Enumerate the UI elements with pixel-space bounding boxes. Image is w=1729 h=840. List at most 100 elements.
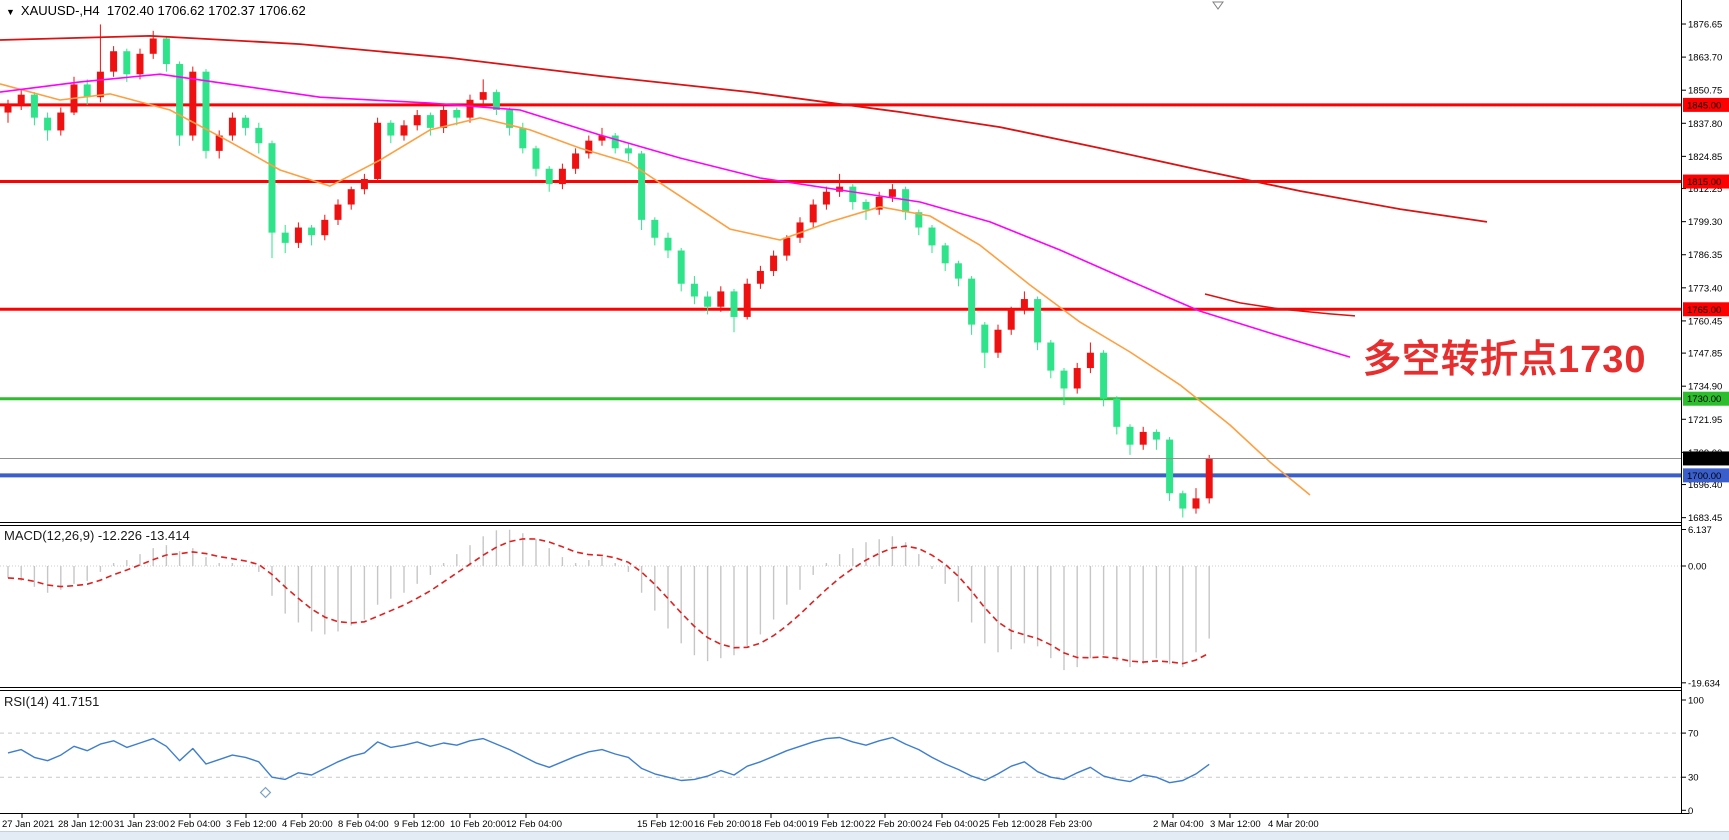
candle-body <box>492 92 500 110</box>
chart-shift-marker-icon[interactable] <box>1212 1 1224 10</box>
candle-body <box>677 250 685 284</box>
price-axis-label: 1683.45 <box>1688 513 1722 524</box>
scroll-marker-icon <box>259 786 272 799</box>
candle-body <box>440 109 448 128</box>
candle-body <box>664 237 672 251</box>
candle-body <box>334 204 342 220</box>
candle-body <box>242 117 250 128</box>
time-axis-label: 3 Feb 12:00 <box>226 819 277 830</box>
level-1700.00-badge-label: 1700.00 <box>1687 471 1721 482</box>
window-bottom-strip <box>0 831 1729 840</box>
candle-body <box>1179 493 1187 509</box>
time-axis-label: 16 Feb 20:00 <box>694 819 750 830</box>
candle-body <box>1126 426 1134 445</box>
macd-indicator-label: MACD(12,26,9) -12.226 -13.414 <box>4 528 190 543</box>
candle-body <box>176 64 184 136</box>
candle-body <box>981 324 989 353</box>
candle-body <box>1060 370 1068 389</box>
ma-line-orange <box>0 83 1311 496</box>
candle-body <box>783 237 791 256</box>
price-axis-label: 1747.85 <box>1688 349 1722 360</box>
macd-axis-label: -19.634 <box>1688 678 1720 689</box>
candle-body <box>690 283 698 297</box>
candle-body <box>44 117 52 131</box>
time-axis[interactable]: 27 Jan 2021 28 Jan 12:00 31 Jan 23:00 2 Feb… <box>0 813 1689 831</box>
candle-body <box>281 232 289 243</box>
level-1845.00-badge-label: 1845.00 <box>1687 100 1721 111</box>
symbol-dropdown-icon[interactable]: ▼ <box>6 7 15 17</box>
chart-header: ▼ XAUUSD-,H4 1702.40 1706.62 1702.37 1706… <box>6 3 306 18</box>
analysis-annotation: 多空转折点1730 <box>1363 339 1647 381</box>
candle-body <box>426 115 434 128</box>
candle-body <box>1086 352 1094 369</box>
rsi-axis-label: 70 <box>1688 729 1699 740</box>
time-axis-label: 31 Jan 23:00 <box>114 819 169 830</box>
candle-body <box>17 94 25 105</box>
time-axis-label: 8 Feb 04:00 <box>338 819 389 830</box>
candle-body <box>611 135 619 149</box>
time-axis-label: 10 Feb 20:00 <box>450 819 506 830</box>
time-axis-label: 18 Feb 04:00 <box>751 819 807 830</box>
price-axis-label: 1773.40 <box>1688 283 1722 294</box>
candle-body <box>624 148 632 154</box>
candle-body <box>1020 299 1028 310</box>
time-axis-label: 28 Feb 23:00 <box>1036 819 1092 830</box>
level-1730.00-badge <box>1683 391 1729 406</box>
time-axis-label: 27 Jan 2021 <box>2 819 54 830</box>
candle-body <box>347 189 355 205</box>
level-1845.00-badge <box>1683 97 1729 112</box>
time-axis-label: 4 Mar 20:00 <box>1268 819 1319 830</box>
symbol-timeframe-label: XAUUSD-,H4 <box>20 3 100 18</box>
candle-body <box>915 212 923 228</box>
rsi-indicator-label: RSI(14) 41.7151 <box>4 694 100 709</box>
macd-axis-label: 6.137 <box>1688 525 1712 536</box>
time-axis-label: 2 Mar 04:00 <box>1153 819 1204 830</box>
price-axis-label: 1876.65 <box>1688 20 1722 31</box>
candle-body <box>743 283 751 317</box>
rsi-axis-label: 0 <box>1688 806 1693 817</box>
candle-body <box>888 189 896 197</box>
macd-axis-label: 0.00 <box>1688 562 1707 573</box>
candle-body <box>902 189 910 213</box>
rsi-panel[interactable] <box>0 732 1681 784</box>
price-axis-label: 1696.40 <box>1688 480 1722 491</box>
candle-body <box>123 51 131 75</box>
price-axis[interactable]: 1876.65 1863.70 1850.75 1837.80 1824.85 1812.… <box>1682 20 1729 817</box>
time-axis-label: 3 Mar 12:00 <box>1210 819 1261 830</box>
candle-body <box>413 115 421 126</box>
candle-body <box>202 71 210 151</box>
level-1765.00-badge-label: 1765.00 <box>1687 305 1721 316</box>
ma-line-magenta <box>0 73 1351 358</box>
candle-body <box>1139 431 1147 445</box>
ma-line-red-long <box>0 35 1488 223</box>
price-axis-label: 1721.95 <box>1688 415 1722 426</box>
candle-body <box>704 296 712 307</box>
candle-body <box>638 153 646 220</box>
candle-body <box>558 168 566 185</box>
time-axis-label: 28 Jan 12:00 <box>58 819 113 830</box>
candle-body <box>400 125 408 136</box>
candle-body <box>268 143 276 233</box>
candle-body <box>1100 352 1108 399</box>
candle-body <box>294 227 302 243</box>
candle-body <box>822 191 830 205</box>
macd-panel[interactable] <box>0 529 1681 671</box>
level-1700.00-badge <box>1683 468 1729 483</box>
price-axis-label: 1760.45 <box>1688 316 1722 327</box>
rsi-line <box>7 736 1210 784</box>
candle-body <box>215 135 223 151</box>
candle-body <box>321 219 329 236</box>
price-axis-label: 1799.30 <box>1688 217 1722 228</box>
candle-body <box>651 219 659 238</box>
time-axis-label: 22 Feb 20:00 <box>865 819 921 830</box>
candle-body <box>954 263 962 279</box>
candle-body <box>255 127 263 144</box>
candle-body <box>1152 431 1160 440</box>
price-chart-panel[interactable] <box>0 24 1681 518</box>
candle-body <box>308 227 316 236</box>
ohlc-values: 1702.40 1706.62 1702.37 1706.62 <box>106 3 306 18</box>
candle-body <box>1034 299 1042 343</box>
candle-body <box>968 278 976 325</box>
candle-body <box>545 168 553 185</box>
